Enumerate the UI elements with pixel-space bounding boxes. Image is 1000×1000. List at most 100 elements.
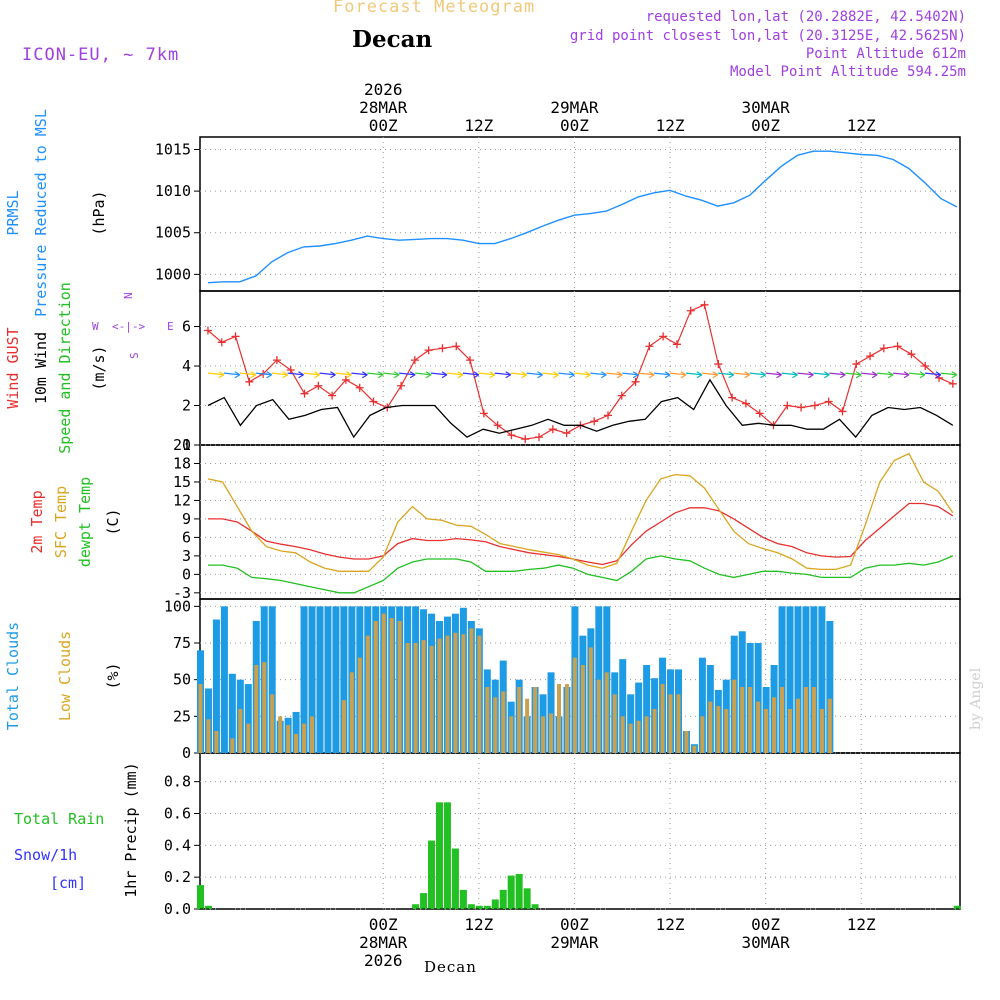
y-tick-label: 75 — [173, 634, 191, 652]
total-cloud-bar — [228, 673, 236, 753]
wind-arrowhead — [648, 371, 655, 379]
wind-direction-arrow — [749, 372, 766, 376]
low-cloud-bar — [604, 672, 609, 753]
bottom-time-label: 2026 — [364, 951, 403, 970]
low-cloud-bar — [652, 709, 657, 753]
low-cloud-bar — [501, 691, 506, 753]
gust-marker — [700, 300, 709, 309]
y-tick-label: 1010 — [155, 182, 191, 200]
wind-arrowhead — [935, 371, 942, 379]
gust-marker — [203, 326, 212, 335]
gust-marker — [645, 342, 654, 351]
wind-arrowhead — [887, 371, 894, 379]
low-cloud-bar — [214, 731, 219, 753]
wind-arrowhead — [839, 371, 846, 379]
total-cloud-bar — [643, 665, 651, 753]
low-cloud-bar — [612, 694, 617, 753]
gust-marker — [728, 393, 737, 402]
compass-e: E — [167, 320, 174, 333]
rain-bar — [420, 893, 428, 909]
bottom-time-label: 28MAR — [359, 933, 408, 952]
total-cloud-bar — [754, 643, 762, 753]
total-cloud-bar — [818, 606, 826, 753]
wind-arrowhead — [553, 371, 559, 379]
total-cloud-bar — [698, 657, 706, 753]
wind-direction-arrow — [383, 372, 400, 376]
wind-arrowhead — [792, 371, 798, 379]
low-cloud-bar — [780, 687, 785, 753]
low-cloud-bar — [469, 628, 474, 753]
low-cloud-bar — [429, 645, 434, 753]
rain-bar — [483, 905, 491, 909]
y-tick-label: 1005 — [155, 224, 191, 242]
wind-direction-arrow — [590, 372, 607, 376]
wind-direction-arrow — [255, 372, 272, 376]
wind-direction-arrow — [462, 372, 479, 376]
low-cloud-bar — [795, 698, 800, 753]
total-cloud-bar — [244, 684, 252, 753]
rain-bar — [475, 905, 483, 909]
wind-arrowhead — [473, 371, 480, 379]
gust-marker — [824, 397, 833, 406]
wind-direction-arrow — [877, 372, 894, 376]
low-cloud-bar — [644, 716, 649, 753]
wind-arrowhead — [314, 371, 320, 379]
wind-direction-arrow — [924, 372, 941, 376]
low-cloud-bar — [556, 684, 561, 753]
compass-w: W — [92, 320, 99, 333]
total-cloud-bar — [308, 606, 316, 753]
low-cloud-bar — [811, 687, 816, 753]
gust-marker — [631, 377, 640, 386]
rain-bar — [204, 905, 212, 909]
temp-title-dewpt: dewpt Temp — [76, 477, 94, 567]
gust-marker — [466, 356, 475, 365]
compass-s: S — [128, 352, 141, 359]
wind-direction-arrow — [701, 372, 718, 376]
rain-bar — [507, 875, 515, 909]
wind-arrowhead — [871, 371, 878, 379]
top-time-label: 28MAR — [359, 98, 408, 117]
wind-direction-arrow — [430, 372, 448, 376]
low-cloud-bar — [740, 687, 745, 753]
wind-unit: (m/s) — [90, 345, 108, 390]
low-cloud-bar — [397, 621, 402, 753]
model-point-altitude: Model Point Altitude 594.25m — [729, 64, 966, 80]
low-cloud-bar — [533, 687, 538, 753]
wind-arrowhead — [680, 371, 687, 379]
point-altitude: Point Altitude 612m — [805, 46, 966, 62]
wind-direction-arrow — [813, 372, 830, 376]
wind-direction-arrow — [717, 372, 734, 376]
bottom-time-label: 00Z — [369, 915, 398, 934]
wind-arrowhead — [298, 371, 304, 379]
wind-arrowhead — [712, 371, 719, 379]
low-cloud-bar — [381, 613, 386, 753]
wind-arrowhead — [728, 371, 735, 379]
low-cloud-bar — [628, 723, 633, 753]
wind-direction-arrow — [446, 372, 463, 376]
rain-bar — [428, 840, 436, 909]
low-cloud-bar — [493, 697, 498, 753]
top-time-label: 00Z — [560, 116, 589, 135]
wind-arrowhead — [760, 371, 766, 379]
total-cloud-bar — [300, 606, 308, 753]
wind-direction-arrow — [908, 372, 926, 376]
total-cloud-bar — [547, 672, 555, 753]
wind-arrowhead — [330, 371, 336, 379]
y-tick-label: 4 — [182, 357, 191, 375]
precip-title-cm: [cm] — [50, 874, 86, 892]
low-cloud-bar — [764, 709, 769, 753]
wind-direction-arrow — [829, 372, 846, 376]
gust-marker — [369, 397, 378, 406]
gust-marker — [479, 409, 488, 418]
low-cloud-bar — [230, 738, 235, 753]
wind-arrowhead — [457, 371, 464, 379]
top-time-label: 2026 — [364, 80, 403, 99]
rain-bar — [197, 885, 204, 909]
low-cloud-bar — [660, 684, 665, 753]
precip-unit: 1hr Precip (mm) — [122, 762, 140, 897]
bottom-time-label: 30MAR — [742, 933, 791, 952]
wind-direction-arrow — [510, 372, 527, 376]
wind-arrowhead — [361, 371, 368, 379]
y-tick-label: 0 — [182, 565, 191, 583]
low-cloud-bar — [262, 662, 267, 753]
